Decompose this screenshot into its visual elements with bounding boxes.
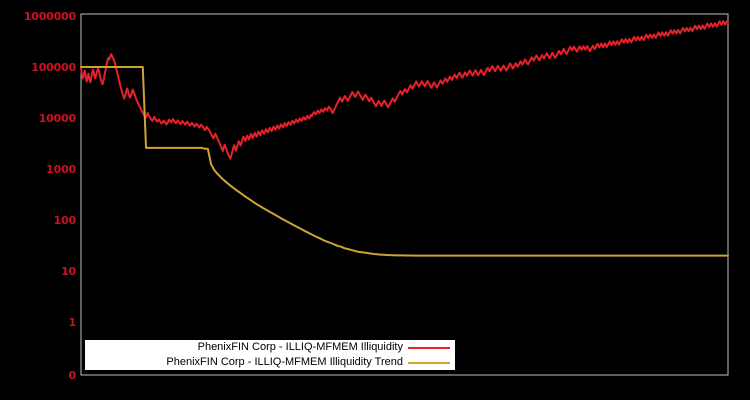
- legend-swatch-illiquidity: [408, 347, 450, 349]
- y-axis-tick-label: 1000: [46, 163, 76, 176]
- y-axis-tick-label: 1: [68, 316, 77, 329]
- y-axis-tick-label: 100: [53, 214, 77, 227]
- chart-legend: PhenixFIN Corp - ILLIQ-MFMEM Illiquidity…: [85, 340, 455, 370]
- legend-label-illiquidity-trend: PhenixFIN Corp - ILLIQ-MFMEM Illiquidity…: [166, 356, 403, 368]
- legend-entry-illiquidity-trend: PhenixFIN Corp - ILLIQ-MFMEM Illiquidity…: [85, 355, 455, 370]
- series-line-illiquidity: [80, 20, 729, 160]
- legend-swatch-illiquidity-trend: [408, 362, 450, 364]
- y-axis-tick-label: 1000000: [23, 10, 76, 23]
- y-axis-tick-label: 100000: [31, 61, 76, 74]
- legend-entry-illiquidity: PhenixFIN Corp - ILLIQ-MFMEM Illiquidity: [85, 340, 455, 355]
- y-axis-tick-label: 0: [68, 369, 77, 382]
- y-axis-tick-label: 10000: [38, 112, 76, 125]
- legend-label-illiquidity: PhenixFIN Corp - ILLIQ-MFMEM Illiquidity: [197, 341, 403, 353]
- series-line-illiquidity-trend: [80, 66, 729, 257]
- plot-frame: [80, 13, 729, 376]
- y-axis-tick-label: 10: [61, 265, 76, 278]
